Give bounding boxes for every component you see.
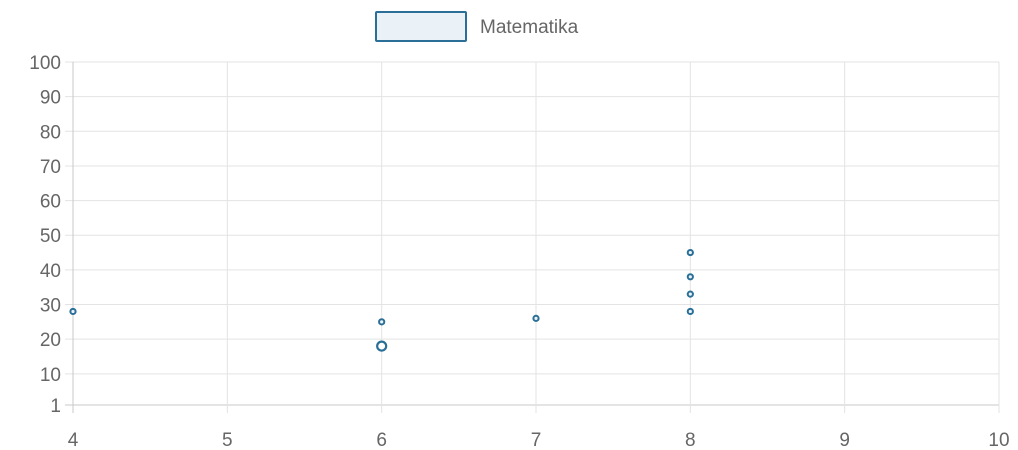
scatter-point[interactable]: [686, 307, 694, 316]
y-tick-label: 80: [40, 122, 61, 143]
scatter-point[interactable]: [686, 248, 694, 257]
y-tick-label: 10: [40, 365, 61, 386]
y-tick-label: 70: [40, 157, 61, 178]
legend-label[interactable]: Matematika: [480, 17, 579, 38]
scatter-point[interactable]: [378, 318, 386, 326]
x-tick-label: 7: [531, 430, 542, 450]
scatter-point[interactable]: [686, 290, 694, 298]
y-tick-label: 40: [40, 261, 61, 282]
x-tick-label: 8: [685, 430, 696, 450]
legend[interactable]: Matematika: [375, 11, 579, 42]
scatter-point[interactable]: [532, 314, 540, 322]
x-tick-label: 4: [68, 430, 79, 450]
scatter-point[interactable]: [686, 273, 694, 281]
legend-swatch[interactable]: [375, 11, 467, 42]
y-tick-label: 90: [40, 88, 61, 109]
x-tick-label: 6: [376, 430, 387, 450]
x-tick-label: 5: [222, 430, 233, 450]
x-tick-label: 10: [988, 430, 1009, 450]
y-tick-label: 1: [50, 396, 61, 417]
grid: [65, 61, 1000, 413]
scatter-point[interactable]: [69, 307, 77, 316]
y-tick-label: 60: [40, 192, 61, 213]
x-tick-label: 9: [839, 430, 850, 450]
axes: 100 90 80 70 60 50 40 30 20 10 14 5 6 7 8 9 10: [29, 53, 1009, 450]
data-points: [69, 248, 694, 352]
y-tick-label: 20: [40, 330, 61, 351]
y-tick-label: 30: [40, 296, 61, 317]
scatter-point[interactable]: [376, 340, 388, 352]
y-tick-label: 100: [29, 53, 61, 74]
y-tick-label: 50: [40, 226, 61, 247]
